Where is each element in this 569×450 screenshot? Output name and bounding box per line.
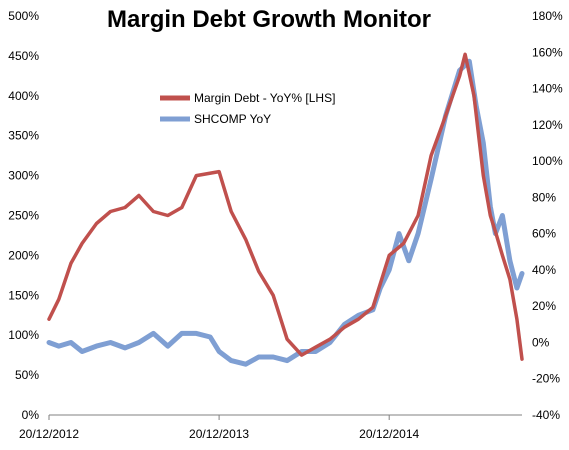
x-axis-tick-label: 20/12/2012 xyxy=(19,427,79,441)
chart-title: Margin Debt Growth Monitor xyxy=(107,6,431,33)
x-axis-tick-label: 20/12/2013 xyxy=(189,427,249,441)
left-axis-tick-label: 350% xyxy=(8,129,39,143)
right-axis-tick-label: 60% xyxy=(532,227,556,241)
right-axis-tick-label: -20% xyxy=(532,372,560,386)
right-axis-tick-label: 20% xyxy=(532,299,556,313)
right-axis-tick-label: 80% xyxy=(532,190,556,204)
left-axis-tick-label: 400% xyxy=(8,89,39,103)
x-axis-ticks: 20/12/2012 20/12/2013 20/12/2014 xyxy=(19,415,420,441)
right-axis-tick-label: 180% xyxy=(532,9,563,23)
left-axis-tick-label: 300% xyxy=(8,169,39,183)
right-axis-tick-label: 140% xyxy=(532,82,563,96)
left-axis-tick-label: 100% xyxy=(8,328,39,342)
left-axis-tick-label: 150% xyxy=(8,288,39,302)
series-line-shcomp xyxy=(46,58,525,367)
left-axis-tick-label: 250% xyxy=(8,209,39,223)
left-axis-tick-label: 450% xyxy=(8,49,39,63)
series-lines xyxy=(46,52,525,367)
left-axis-tick-label: 0% xyxy=(22,408,40,422)
right-axis-tick-label: 160% xyxy=(532,45,563,59)
series-line-margin-debt xyxy=(47,52,524,361)
x-axis-tick-label: 20/12/2014 xyxy=(359,427,419,441)
right-axis-tick-label: 40% xyxy=(532,263,556,277)
left-axis-tick-label: 50% xyxy=(15,368,39,382)
legend-label-shcomp: SHCOMP YoY xyxy=(194,112,271,126)
left-axis-tick-label: 500% xyxy=(8,9,39,23)
right-axis-tick-label: 120% xyxy=(532,118,563,132)
left-axis-ticks: 0% 50% 100% 150% 200% 250% 300% 350% 400% 450% 500… xyxy=(8,9,39,422)
right-axis-tick-label: 0% xyxy=(532,335,550,349)
right-axis-ticks: -40% -20% 0% 20% 40% 60% 80% 100% 120% 140% 160% 18… xyxy=(532,9,563,422)
right-axis-tick-label: 100% xyxy=(532,154,563,168)
left-axis-tick-label: 200% xyxy=(8,248,39,262)
right-axis-tick-label: -40% xyxy=(532,408,560,422)
legend: Margin Debt - YoY% [LHS] SHCOMP YoY xyxy=(160,91,335,126)
legend-label-margin-debt: Margin Debt - YoY% [LHS] xyxy=(194,91,335,105)
